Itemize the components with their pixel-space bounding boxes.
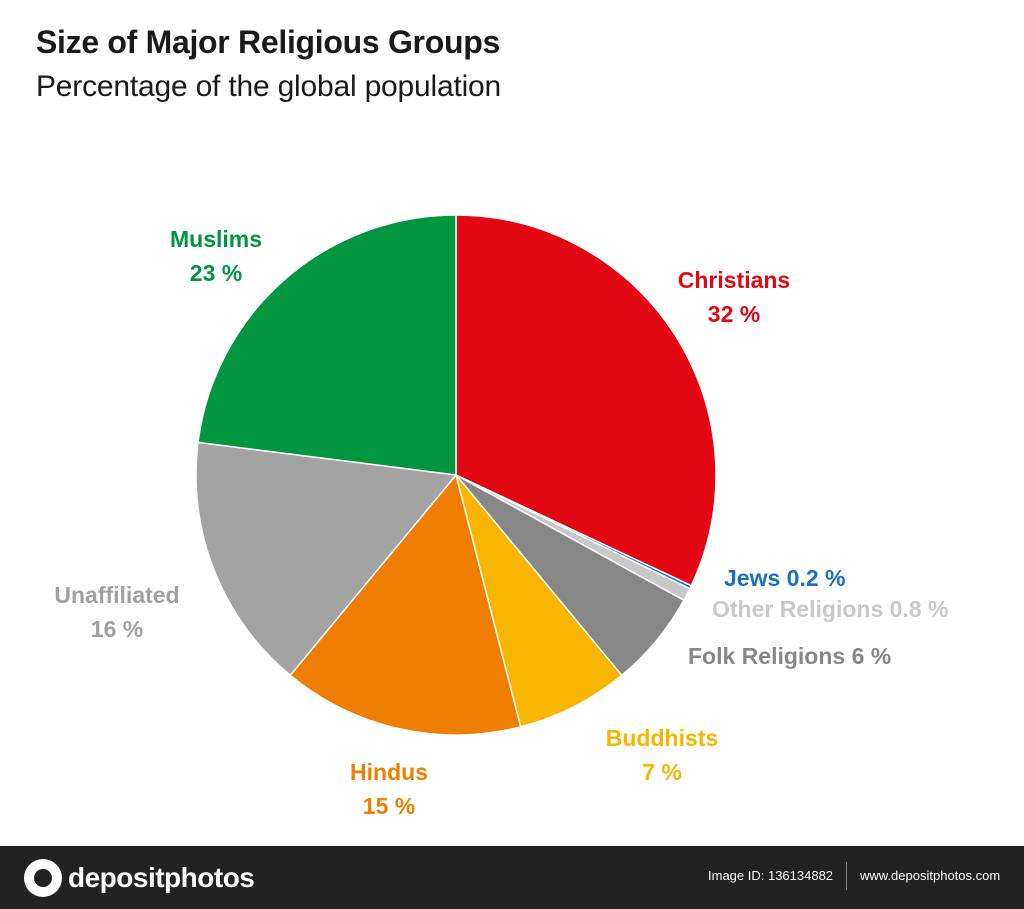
pie-chart: Christians 32 % Jews 0.2 % Other Religions …: [54, 214, 948, 819]
slice-label-buddhists: Buddhists 7 %: [606, 725, 718, 785]
slice-label-other-religions: Other Religions 0.8 %: [712, 596, 948, 622]
slice-label-line: 32 %: [708, 301, 760, 327]
brand-logo-text: depositphotos: [68, 862, 255, 893]
slice-label-line: Unaffiliated: [54, 582, 179, 608]
slice-label-christians: Christians 32 %: [678, 267, 790, 327]
slice-label-line: Folk Religions 6 %: [688, 643, 891, 669]
slice-label-jews: Jews 0.2 %: [724, 565, 845, 591]
footer-bar: depositphotos Image ID: 136134882 www.de…: [0, 846, 1024, 909]
footer-divider: [846, 862, 847, 890]
slice-label-unaffiliated: Unaffiliated 16 %: [54, 582, 179, 642]
slice-label-line: 16 %: [91, 616, 143, 642]
chart-title: Size of Major Religious Groups: [36, 24, 500, 60]
slice-label-folk-religions: Folk Religions 6 %: [688, 643, 891, 669]
image-id: Image ID: 136134882: [708, 868, 834, 883]
pie-slice-christians: [455, 214, 717, 587]
slice-label-line: Jews 0.2 %: [724, 565, 845, 591]
slice-label-line: Hindus: [350, 759, 428, 785]
chart-subtitle: Percentage of the global population: [36, 70, 502, 103]
slice-label-line: Buddhists: [606, 725, 718, 751]
site-url: www.depositphotos.com: [860, 868, 1001, 883]
slice-label-hindus: Hindus 15 %: [350, 759, 428, 819]
pie-slice-buddhists: [455, 474, 623, 728]
pie-slice-muslims: [197, 214, 457, 476]
camera-lens-icon: [24, 859, 62, 897]
slice-label-line: 23 %: [190, 260, 242, 286]
slice-label-line: 7 %: [642, 759, 682, 785]
slice-label-line: Christians: [678, 267, 790, 293]
slice-label-line: Muslims: [170, 226, 262, 252]
slice-label-line: Other Religions 0.8 %: [712, 596, 948, 622]
brand-logo[interactable]: depositphotos: [24, 858, 255, 898]
slice-label-line: 15 %: [363, 793, 415, 819]
pie-slice-hindus: [289, 474, 522, 736]
pie-slice-unaffiliated: [195, 441, 457, 677]
slice-label-muslims: Muslims 23 %: [170, 226, 262, 286]
